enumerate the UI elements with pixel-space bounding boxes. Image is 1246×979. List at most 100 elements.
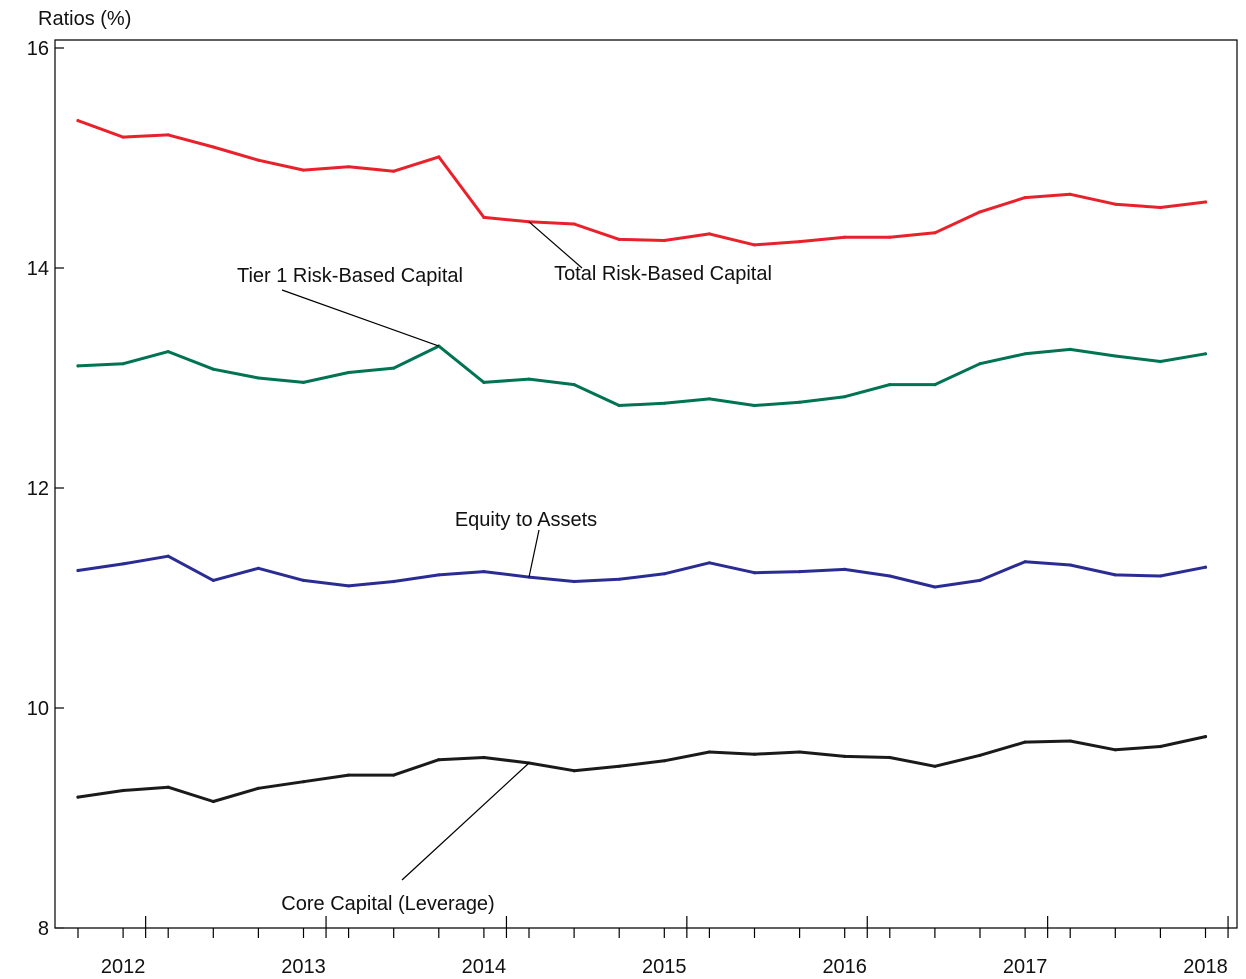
data-point-core-capital-leverage — [617, 764, 621, 768]
y-tick-label: 12 — [27, 478, 49, 500]
data-point-equity-to-assets — [572, 579, 576, 584]
data-point-tier-1-risk-based-capital — [933, 383, 937, 387]
annotation-layer: Total Risk-Based Capital Tier 1 Risk-Base… — [237, 221, 772, 915]
y-tick-label: 16 — [27, 38, 49, 60]
series-layer — [76, 119, 1208, 804]
data-point-total-risk-based-capital — [843, 235, 847, 239]
y-tick-label: 14 — [27, 258, 49, 280]
data-point-equity-to-assets — [752, 571, 757, 575]
data-point-equity-to-assets — [978, 578, 982, 583]
data-point-equity-to-assets — [121, 562, 125, 566]
data-point-core-capital-leverage — [707, 750, 712, 754]
data-point-core-capital-leverage — [256, 786, 260, 790]
data-point-core-capital-leverage — [843, 754, 847, 759]
data-point-equity-to-assets — [798, 570, 802, 574]
data-point-core-capital-leverage — [301, 780, 306, 784]
data-point-tier-1-risk-based-capital — [392, 366, 396, 370]
data-point-core-capital-leverage — [1068, 739, 1072, 743]
data-point-core-capital-leverage — [482, 755, 486, 760]
data-point-equity-to-assets — [662, 572, 666, 576]
data-point-tier-1-risk-based-capital — [482, 380, 486, 384]
y-tick-label: 10 — [27, 698, 49, 720]
leader-line-total-risk-based-capital — [528, 221, 583, 269]
x-tick-label: 2013 — [281, 956, 326, 978]
data-point-core-capital-leverage — [933, 764, 937, 768]
data-point-core-capital-leverage — [978, 753, 982, 757]
data-point-total-risk-based-capital — [798, 240, 802, 244]
data-point-equity-to-assets — [933, 585, 937, 589]
data-point-tier-1-risk-based-capital — [211, 367, 215, 371]
data-point-core-capital-leverage — [211, 799, 215, 804]
data-point-tier-1-risk-based-capital — [617, 403, 621, 408]
data-point-tier-1-risk-based-capital — [121, 362, 125, 366]
series-line-core-capital-leverage — [76, 735, 1207, 803]
y-tick-label: 8 — [38, 918, 49, 940]
data-point-equity-to-assets — [347, 584, 351, 588]
data-point-core-capital-leverage — [347, 773, 351, 777]
data-point-tier-1-risk-based-capital — [888, 383, 892, 387]
data-point-equity-to-assets — [76, 568, 80, 573]
series-line-total-risk-based-capital — [76, 119, 1207, 247]
data-point-core-capital-leverage — [76, 795, 80, 799]
data-point-total-risk-based-capital — [662, 238, 666, 243]
data-point-total-risk-based-capital — [392, 169, 396, 173]
data-point-tier-1-risk-based-capital — [752, 403, 757, 408]
data-point-total-risk-based-capital — [978, 210, 982, 214]
data-point-equity-to-assets — [1113, 573, 1117, 577]
annotation-equity-to-assets: Equity to Assets — [455, 509, 597, 531]
data-point-tier-1-risk-based-capital — [527, 377, 531, 381]
data-point-core-capital-leverage — [888, 755, 892, 760]
data-point-tier-1-risk-based-capital — [843, 395, 847, 399]
leader-line-tier-1-risk-based-capital — [281, 289, 440, 347]
data-point-tier-1-risk-based-capital — [166, 350, 170, 354]
annotation-core-capital-leverage: Core Capital (Leverage) — [281, 893, 494, 915]
data-point-total-risk-based-capital — [888, 235, 892, 239]
data-point-total-risk-based-capital — [617, 237, 621, 241]
data-point-total-risk-based-capital — [166, 133, 170, 137]
data-point-core-capital-leverage — [662, 759, 666, 763]
data-point-tier-1-risk-based-capital — [347, 370, 351, 375]
x-tick-label: 2018 — [1183, 956, 1228, 978]
data-point-equity-to-assets — [1203, 565, 1208, 569]
data-point-tier-1-risk-based-capital — [301, 380, 306, 384]
data-point-core-capital-leverage — [121, 788, 125, 793]
x-tick-label: 2015 — [642, 956, 687, 978]
data-point-total-risk-based-capital — [437, 155, 441, 159]
x-tick-label: 2017 — [1003, 956, 1048, 978]
data-point-equity-to-assets — [437, 573, 441, 577]
data-point-tier-1-risk-based-capital — [256, 376, 260, 380]
data-point-core-capital-leverage — [572, 769, 576, 773]
data-point-equity-to-assets — [843, 567, 847, 572]
data-point-tier-1-risk-based-capital — [1113, 354, 1117, 358]
data-point-equity-to-assets — [301, 578, 306, 583]
data-point-tier-1-risk-based-capital — [572, 383, 576, 387]
data-point-total-risk-based-capital — [1158, 205, 1162, 210]
x-axis: 2012 2013 2014 2015 2016 2017 2018 — [77, 916, 1229, 978]
data-point-total-risk-based-capital — [572, 222, 576, 226]
data-point-core-capital-leverage — [166, 785, 170, 789]
data-point-core-capital-leverage — [1023, 740, 1027, 744]
data-point-tier-1-risk-based-capital — [1068, 347, 1072, 351]
data-point-tier-1-risk-based-capital — [662, 401, 666, 405]
data-point-core-capital-leverage — [437, 758, 441, 762]
annotation-tier-1-risk-based-capital: Tier 1 Risk-Based Capital — [237, 265, 463, 287]
data-point-tier-1-risk-based-capital — [707, 397, 712, 401]
data-point-total-risk-based-capital — [347, 165, 351, 169]
data-point-tier-1-risk-based-capital — [1158, 359, 1162, 364]
data-point-equity-to-assets — [392, 579, 396, 584]
data-point-total-risk-based-capital — [933, 231, 937, 235]
data-point-equity-to-assets — [211, 578, 215, 583]
x-tick-label: 2016 — [822, 956, 867, 978]
data-point-total-risk-based-capital — [752, 243, 757, 247]
series-line-tier-1-risk-based-capital — [76, 344, 1207, 407]
y-axis-label: Ratios (%) — [38, 8, 131, 30]
x-tick-label: 2012 — [101, 956, 146, 978]
data-point-tier-1-risk-based-capital — [978, 362, 982, 366]
data-point-equity-to-assets — [888, 574, 892, 578]
data-point-core-capital-leverage — [392, 773, 396, 777]
data-point-total-risk-based-capital — [1068, 192, 1072, 196]
data-point-tier-1-risk-based-capital — [76, 364, 80, 368]
data-point-core-capital-leverage — [798, 750, 802, 754]
plot-frame — [54, 39, 1238, 929]
